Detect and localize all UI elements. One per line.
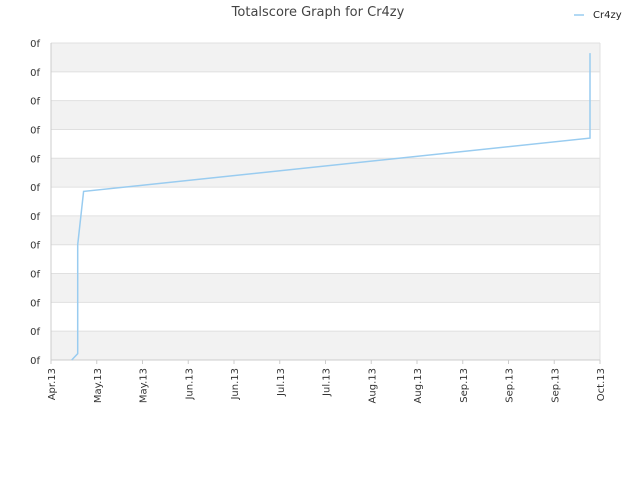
grid-band	[51, 129, 600, 159]
grid-band	[51, 43, 600, 72]
grid-band	[51, 71, 600, 101]
grid-band	[51, 244, 600, 274]
grid-band	[51, 100, 600, 130]
y-tick-label: 0f	[30, 327, 40, 338]
x-tick-label: Jul.13	[276, 368, 287, 397]
x-tick-label: Sep.13	[550, 368, 561, 403]
y-tick-label: 0f	[30, 154, 40, 165]
x-tick-label: Jun.13	[230, 368, 241, 401]
grid-band	[51, 302, 600, 332]
chart-title: Totalscore Graph for Cr4zy	[231, 5, 405, 20]
y-tick-label: 0f	[30, 97, 40, 108]
x-tick-label: Jul.13	[322, 368, 333, 397]
x-tick-label: Sep.13	[505, 368, 516, 403]
x-tick-label: Apr.13	[47, 368, 58, 400]
legend-label: Cr4zy	[593, 10, 622, 21]
legend: Cr4zy	[574, 10, 622, 21]
grid-band	[51, 158, 600, 188]
y-tick-label: 0f	[30, 356, 40, 367]
x-tick-label: Sep.13	[459, 368, 470, 403]
x-tick-label: Aug.13	[367, 368, 378, 403]
x-tick-label: May.13	[93, 368, 104, 403]
x-tick-label: Aug.13	[413, 368, 424, 403]
grid-band	[51, 273, 600, 303]
y-tick-label: 0f	[30, 68, 40, 79]
series-line-cr4zy	[71, 53, 591, 361]
y-tick-label: 0f	[30, 241, 40, 252]
x-tick-label: May.13	[139, 368, 150, 403]
x-tick-label: Oct.13	[596, 368, 607, 401]
y-tick-label: 0f	[30, 270, 40, 281]
y-tick-label: 0f	[30, 125, 40, 136]
grid-band	[51, 331, 600, 360]
x-tick-label: Jun.13	[184, 368, 195, 401]
y-tick-label: 0f	[30, 298, 40, 309]
y-tick-label: 0f	[30, 183, 40, 194]
y-tick-label: 0f	[30, 39, 40, 50]
grid-band	[51, 215, 600, 245]
plot-area: 0f 0f 0f 0f 0f 0f 0f 0f 0f 0f 0f 0f Apr.13 May.13 May.…	[30, 39, 607, 403]
y-tick-label: 0f	[30, 212, 40, 223]
grid-band	[51, 187, 600, 216]
